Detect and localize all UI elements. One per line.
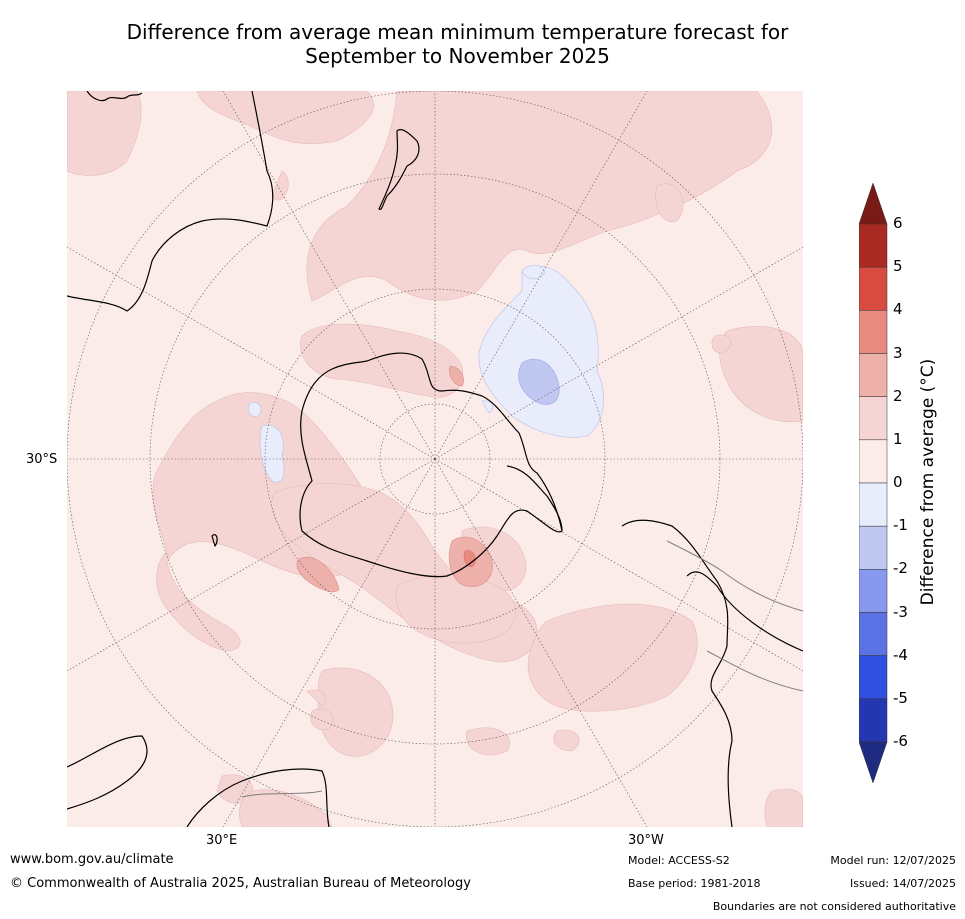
colorbar-level (859, 310, 888, 354)
footer-issued: Issued: 14/07/2025 (849, 877, 956, 890)
title-line-2: September to November 2025 (305, 44, 610, 68)
new-zealand-coast (378, 129, 420, 211)
lon-label-30e: 30°E (206, 833, 238, 848)
colorbar-level (859, 439, 888, 484)
lon-label-30w: 30°W (628, 833, 664, 848)
colorbar-label-unit: °C (918, 365, 938, 386)
colorbar-tick-label: 4 (893, 300, 903, 319)
footer-model: Model: ACCESS-S2 (628, 854, 730, 867)
australia-coast (67, 91, 274, 312)
colorbar-label-suffix: ) (918, 358, 938, 366)
title-line-1: Difference from average mean minimum tem… (126, 20, 789, 44)
colorbar-label-prefix: Difference from average ( (918, 385, 938, 606)
chart-title: Difference from average mean minimum tem… (60, 20, 855, 68)
colorbar (859, 183, 888, 783)
anomaly-map (67, 91, 803, 827)
anomaly-minus-2-to-minus-1-regions (518, 358, 560, 405)
colorbar-tick-label: -5 (893, 688, 908, 707)
anomaly-3-to-4-regions (463, 550, 476, 567)
colorbar-tick-label: -3 (893, 602, 908, 621)
antarctica-coast (299, 352, 563, 578)
colorbar-level (859, 482, 888, 527)
australia-north-coast (86, 91, 143, 102)
colorbar-level (859, 612, 888, 656)
colorbar-tick-label: 6 (893, 214, 903, 232)
colorbar-tick-label: -4 (893, 645, 908, 664)
colorbar-tick-label: -2 (893, 559, 908, 578)
country-boundaries (241, 540, 803, 798)
colorbar-tick-label: 1 (893, 429, 903, 448)
colorbar-level (859, 525, 888, 570)
footer-website: www.bom.gov.au/climate (10, 852, 174, 867)
anomaly-minus-1-to-0-regions (247, 264, 604, 483)
footer-copyright: © Commonwealth of Australia 2025, Austra… (10, 876, 471, 891)
footer-disclaimer: Boundaries are not considered authoritat… (712, 900, 956, 913)
colorbar-tick-label: -1 (893, 516, 908, 535)
colorbar-tick-label: 5 (893, 257, 903, 276)
colorbar-label: Difference from average (°C) (918, 359, 938, 606)
colorbar-level (859, 266, 888, 311)
colorbar-level (859, 569, 888, 613)
southern-africa-coast (67, 735, 148, 810)
graticule (67, 91, 803, 827)
colorbar-level (859, 698, 888, 743)
south-america-east-coast (686, 571, 803, 652)
colorbar-level (859, 741, 888, 783)
south-america-coast (621, 519, 733, 827)
southern-africa-west-coast (186, 768, 330, 827)
colorbar-level (859, 223, 888, 268)
lat-label-30s: 30°S (26, 452, 58, 467)
colorbar-tick-label: 3 (893, 343, 903, 362)
antarctic-peninsula-coast (506, 465, 563, 532)
colorbar-level (859, 183, 888, 225)
footer-model-run: Model run: 12/07/2025 (830, 854, 956, 867)
colorbar-level (859, 353, 888, 397)
footer-base-period: Base period: 1981-2018 (628, 877, 761, 890)
anomaly-2-to-3-regions (296, 365, 493, 593)
colorbar-tick-label: -6 (893, 732, 908, 750)
coastlines (67, 91, 803, 827)
colorbar-tick-label: 2 (893, 386, 903, 405)
colorbar-tick-label: 0 (893, 473, 903, 491)
colorbar-level (859, 396, 888, 441)
colorbar-level (859, 655, 888, 700)
madagascar-coast (211, 534, 218, 547)
